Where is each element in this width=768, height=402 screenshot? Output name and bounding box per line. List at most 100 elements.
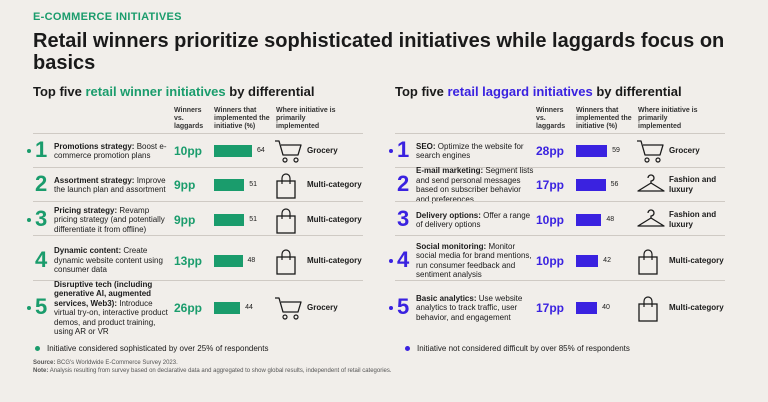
left-title-suffix: by differential [225, 84, 315, 99]
laggard-category-label: Multi-category [669, 303, 724, 312]
hanger-icon [636, 207, 666, 236]
winner-category-label: Grocery [307, 146, 338, 155]
winner-rank-number: 5 [35, 294, 48, 319]
cart-icon [274, 295, 304, 326]
laggard-initiative-name: Delivery options: [416, 210, 481, 220]
laggard-implemented-bar [576, 254, 599, 267]
shopping-bag-icon [636, 295, 660, 328]
laggard-initiative-name: Basic analytics: [416, 293, 477, 303]
winner-rank-number: 4 [35, 246, 48, 272]
winner-initiative-name: Pricing strategy: [54, 205, 118, 215]
winner-row-divider [33, 133, 363, 134]
shopping-bag-icon [274, 207, 298, 240]
laggard-sophistication-dot [389, 149, 393, 153]
right-header-pct: Winners that implemented the initiative … [576, 107, 632, 130]
winner-implemented-bar [214, 214, 245, 226]
laggard-implemented-value: 40 [602, 304, 610, 311]
winner-sophistication-dot [27, 149, 31, 153]
laggard-rank-number: 5 [397, 294, 410, 319]
laggard-initiative-detail: Segment lists and send personal messages… [416, 166, 534, 204]
winner-sophistication-dot [27, 218, 31, 222]
source-line: Source: BCG's Worldwide E-Commerce Surve… [33, 360, 178, 366]
laggard-differential-value: 10pp [536, 213, 565, 227]
winner-implemented-value: 64 [257, 147, 265, 154]
laggard-differential-value: 28pp [536, 144, 565, 158]
laggard-initiative-description: SEO: Optimize the website for search eng… [416, 142, 534, 161]
winner-rank-number: 2 [35, 171, 48, 196]
laggard-initiative-name: Social monitoring: [416, 241, 487, 251]
winner-initiative-detail: Introduce virtual try-on, interactive pr… [54, 298, 168, 337]
laggard-row-divider [395, 201, 725, 202]
winner-initiative-name: Dynamic content: [54, 246, 122, 256]
winner-implemented-value: 51 [249, 181, 258, 188]
laggard-rank-number: 1 [397, 137, 410, 162]
winner-initiative-name: Disruptive tech (including generative AI… [54, 279, 153, 308]
laggard-category-label: Fashion and luxury [669, 210, 717, 229]
winner-initiative-name: Promotions strategy: [54, 141, 135, 151]
winner-implemented-value: 44 [245, 304, 253, 311]
right-title-highlight: retail laggard initiatives [447, 84, 593, 99]
left-legend-text: Initiative considered sophisticated by o… [47, 344, 269, 353]
winner-differential-value: 9pp [174, 213, 196, 227]
cart-icon [274, 138, 304, 169]
winner-initiative-description: Pricing strategy: Revamp pricing strateg… [54, 206, 172, 235]
laggard-implemented-value: 42 [603, 256, 611, 264]
laggard-implemented-bar [576, 214, 602, 226]
note-line: Note: Analysis resulting from survey bas… [33, 368, 392, 374]
winner-differential-value: 13pp [174, 253, 203, 268]
laggard-rank-number: 4 [397, 246, 410, 272]
winner-implemented-bar [214, 302, 241, 314]
winner-row-divider [33, 235, 363, 236]
winner-implemented-value: 48 [247, 256, 256, 264]
right-title-suffix: by differential [592, 84, 682, 99]
laggard-differential-value: 10pp [536, 253, 565, 268]
right-legend-dot [405, 346, 410, 351]
laggard-initiative-description: Social monitoring: Monitor social media … [416, 242, 534, 280]
winner-row-divider [33, 201, 363, 202]
winner-category-label: Grocery [307, 303, 338, 312]
laggard-initiative-name: E-mail marketing: [416, 166, 484, 175]
hanger-icon [636, 172, 666, 201]
winner-implemented-bar [214, 254, 243, 267]
laggard-differential-value: 17pp [536, 301, 565, 315]
winner-category-label: Multi-category [307, 255, 362, 265]
laggard-initiative-name: SEO: [416, 141, 436, 151]
winner-initiative-detail: Boost e-commerce promotion plans [54, 141, 167, 161]
laggard-differential-value: 17pp [536, 178, 565, 192]
shopping-bag-icon [636, 248, 660, 281]
left-panel-title: Top five retail winner initiatives by di… [33, 84, 315, 99]
right-header-where: Where initiative is primarily implemente… [638, 107, 698, 130]
laggard-initiative-description: Basic analytics: Use website analytics t… [416, 294, 534, 323]
shopping-bag-icon [274, 248, 298, 281]
laggard-implemented-value: 56 [610, 181, 619, 188]
left-header-diff: Winners vs. laggards [174, 107, 204, 130]
shopping-bag-icon [274, 172, 298, 205]
laggard-rank-number: 2 [397, 171, 410, 196]
kicker: E-COMMERCE INITIATIVES [33, 11, 182, 23]
winner-initiative-detail: Create dynamic website content using con… [54, 246, 163, 275]
laggard-initiative-detail: Monitor social media for brand mentions,… [416, 241, 532, 280]
left-header-where: Where initiative is primarily implemente… [276, 107, 336, 130]
winner-rank-number: 3 [35, 206, 48, 231]
right-title-prefix: Top five [395, 84, 448, 99]
laggard-row-divider [395, 133, 725, 134]
winner-implemented-bar [214, 145, 252, 157]
winner-initiative-name: Assortment strategy: [54, 175, 135, 185]
winner-initiative-description: Disruptive tech (including generative AI… [54, 280, 172, 337]
laggard-initiative-detail: Optimize the website for search engines [416, 141, 524, 161]
winner-initiative-description: Dynamic content: Create dynamic website … [54, 246, 172, 275]
laggard-implemented-bar [576, 145, 608, 157]
laggard-row-divider [395, 167, 725, 168]
left-title-prefix: Top five [33, 84, 86, 99]
laggard-category-label: Grocery [669, 146, 700, 155]
right-legend-text: Initiative not considered difficult by o… [417, 344, 630, 353]
laggard-row-divider [395, 280, 725, 281]
winner-row-divider [33, 280, 363, 281]
source-text: BCG's Worldwide E-Commerce Survey 2023. [57, 360, 178, 366]
laggard-category-label: Fashion and luxury [669, 175, 717, 194]
left-title-highlight: retail winner initiatives [85, 84, 226, 99]
laggard-initiative-description: Delivery options: Offer a range of deliv… [416, 211, 534, 230]
laggard-implemented-bar [576, 302, 598, 314]
laggard-category-label: Multi-category [669, 255, 724, 265]
note-text: Analysis resulting from survey based on … [49, 368, 392, 374]
